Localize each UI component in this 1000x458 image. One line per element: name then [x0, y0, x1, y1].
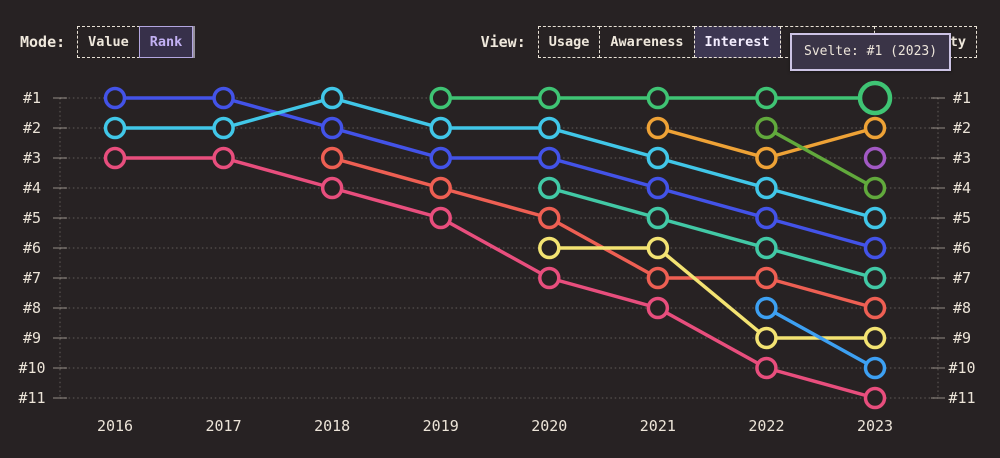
series-point-pink-2020[interactable]: [538, 266, 561, 290]
rank-label-right: #2: [953, 119, 971, 137]
year-label: 2017: [206, 417, 242, 435]
series-point-salmon-2019[interactable]: [429, 176, 452, 200]
year-label: 2023: [857, 417, 893, 435]
rank-label-left: #4: [23, 179, 41, 197]
series-point-cyan-2019[interactable]: [429, 116, 452, 140]
series-point-cyan-2021[interactable]: [646, 146, 670, 170]
rank-label-right: #7: [953, 269, 971, 287]
year-label: 2016: [97, 417, 133, 435]
series-line-cyan: [113, 96, 877, 220]
series-point-orange-2022[interactable]: [755, 146, 778, 170]
series-point-salmon-2022[interactable]: [755, 266, 778, 290]
series-point-svelte-2023[interactable]: [857, 80, 893, 116]
mode-option-rank[interactable]: Rank: [138, 26, 194, 58]
rank-label-left: #8: [23, 299, 41, 317]
view-label: View:: [480, 33, 526, 51]
series-point-pink-2022[interactable]: [755, 356, 778, 380]
series-point-pink-2021[interactable]: [646, 296, 670, 320]
series-point-blue-2020[interactable]: [538, 146, 561, 170]
series-line-pink: [113, 156, 877, 400]
year-label: 2019: [423, 417, 459, 435]
series-point-sky-2023[interactable]: [863, 356, 887, 380]
series-point-cyan-2018[interactable]: [320, 86, 344, 110]
series-point-teal-2023[interactable]: [863, 266, 887, 290]
rank-label-right: #8: [953, 299, 971, 317]
rank-label-left: #11: [18, 389, 45, 407]
series-point-salmon-2023[interactable]: [863, 296, 887, 320]
rank-label-right: #3: [953, 149, 971, 167]
rank-label-left: #5: [23, 209, 41, 227]
series-point-yellow-2023[interactable]: [863, 326, 887, 350]
series-point-salmon-2021[interactable]: [646, 266, 670, 290]
rank-label-left: #10: [18, 359, 45, 377]
rank-label-left: #7: [23, 269, 41, 287]
series-point-yellow-2020[interactable]: [538, 236, 561, 260]
series-point-svelte-2021[interactable]: [646, 86, 670, 110]
year-label: 2020: [531, 417, 567, 435]
series-point-teal-2020[interactable]: [538, 176, 561, 200]
series-point-cyan-2017[interactable]: [212, 116, 235, 140]
rank-label-right: #11: [948, 389, 975, 407]
series-line-salmon: [330, 156, 877, 310]
series-point-purple-2023[interactable]: [863, 146, 887, 170]
mode-toggle: Mode: Value Rank: [20, 26, 194, 58]
rank-label-left: #3: [23, 149, 41, 167]
series-point-cyan-2016[interactable]: [103, 116, 127, 140]
series-line-lime: [764, 126, 877, 190]
series-point-yellow-2022[interactable]: [755, 326, 778, 350]
series-point-blue-2018[interactable]: [320, 116, 344, 140]
series-point-blue-2022[interactable]: [755, 206, 778, 230]
series-point-svelte-2020[interactable]: [538, 86, 561, 110]
series-point-blue-2023[interactable]: [863, 236, 887, 260]
series-line-teal: [547, 186, 877, 280]
mode-label: Mode:: [20, 33, 66, 51]
rank-label-right: #5: [953, 209, 971, 227]
series-point-orange-2021[interactable]: [646, 116, 670, 140]
series-point-svelte-2019[interactable]: [429, 86, 452, 110]
series-point-salmon-2020[interactable]: [538, 206, 561, 230]
series-line-blue: [113, 96, 877, 250]
series-point-blue-2016[interactable]: [103, 86, 127, 110]
series-point-blue-2017[interactable]: [212, 86, 235, 110]
rank-label-right: #6: [953, 239, 971, 257]
series-point-pink-2023[interactable]: [863, 386, 887, 410]
series-point-pink-2016[interactable]: [103, 146, 127, 170]
rank-label-right: #4: [953, 179, 971, 197]
series-point-teal-2022[interactable]: [755, 236, 778, 260]
rank-label-right: #9: [953, 329, 971, 347]
series-point-lime-2022[interactable]: [755, 116, 778, 140]
mode-options: Value Rank: [77, 26, 194, 58]
series-point-blue-2019[interactable]: [429, 146, 452, 170]
series-point-cyan-2022[interactable]: [755, 176, 778, 200]
series-point-pink-2019[interactable]: [429, 206, 452, 230]
series-point-cyan-2023[interactable]: [863, 206, 887, 230]
rank-label-right: #1: [953, 89, 971, 107]
series-point-svelte-2022[interactable]: [755, 86, 778, 110]
year-label: 2018: [314, 417, 350, 435]
series-point-teal-2021[interactable]: [646, 206, 670, 230]
rank-label-right: #10: [948, 359, 975, 377]
year-label: 2022: [748, 417, 784, 435]
series-point-orange-2023[interactable]: [863, 116, 887, 140]
series-point-sky-2022[interactable]: [755, 296, 778, 320]
series-point-lime-2023[interactable]: [863, 176, 887, 200]
rank-label-left: #2: [23, 119, 41, 137]
series-point-yellow-2021[interactable]: [646, 236, 670, 260]
tooltip-text: Svelte: #1 (2023): [804, 44, 938, 59]
series-point-pink-2018[interactable]: [320, 176, 344, 200]
series-point-salmon-2018[interactable]: [320, 146, 344, 170]
rank-label-left: #1: [23, 89, 41, 107]
rank-label-left: #6: [23, 239, 41, 257]
series-line-sky: [764, 306, 877, 370]
point-tooltip: Svelte: #1 (2023): [790, 33, 952, 71]
series-point-blue-2021[interactable]: [646, 176, 670, 200]
series-point-pink-2017[interactable]: [212, 146, 235, 170]
year-label: 2021: [640, 417, 676, 435]
rank-label-left: #9: [23, 329, 41, 347]
series-point-cyan-2020[interactable]: [538, 116, 561, 140]
